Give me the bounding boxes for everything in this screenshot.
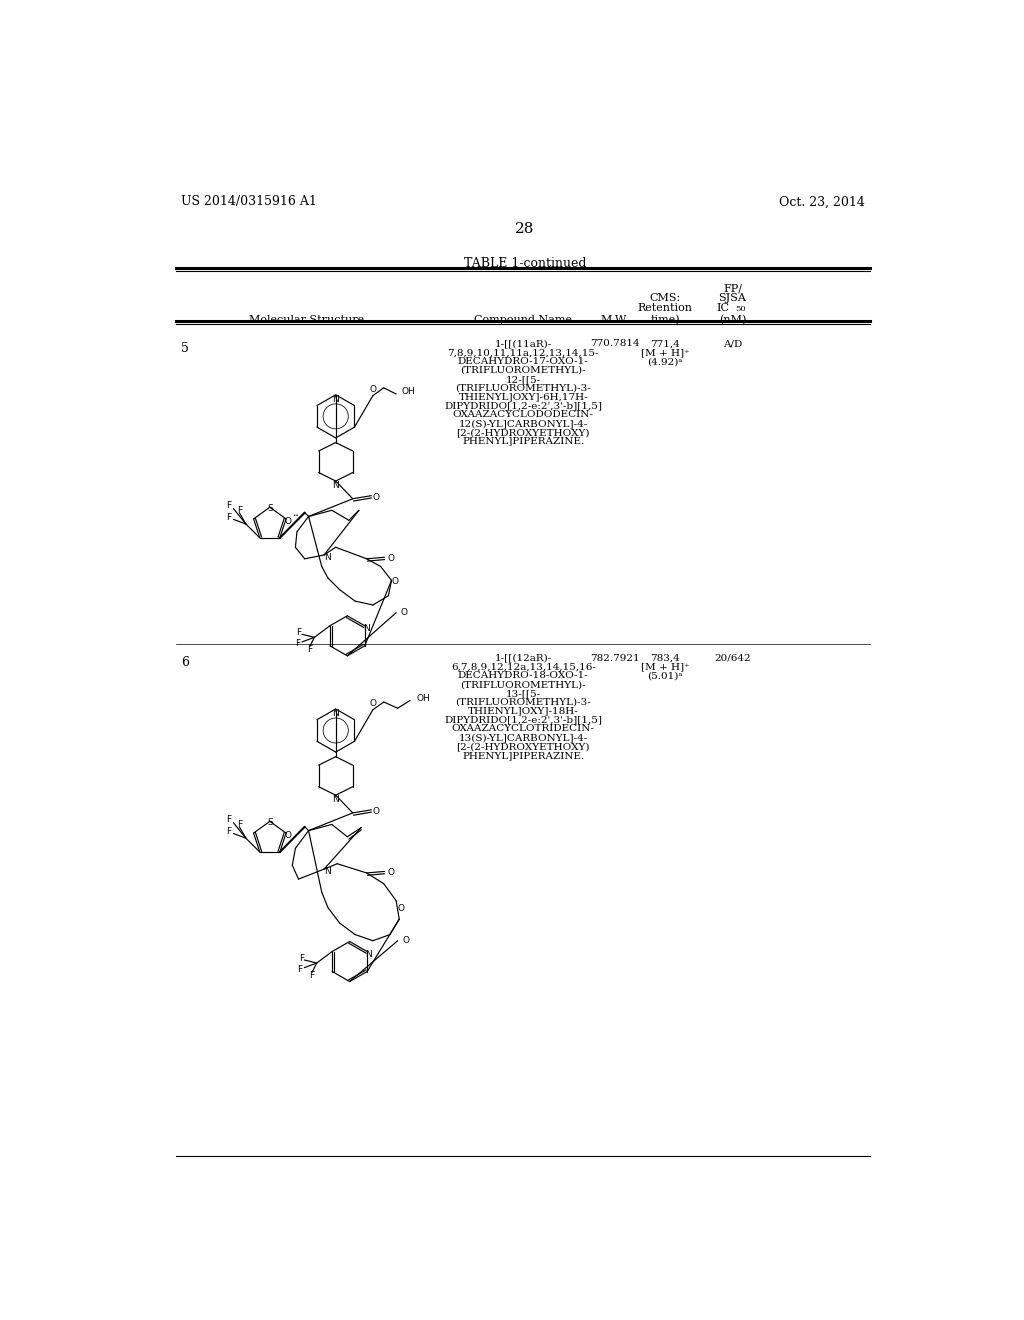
Text: (TRIFLUOROMETHYL)-3-: (TRIFLUOROMETHYL)-3- — [456, 384, 591, 392]
Text: 50: 50 — [735, 305, 746, 313]
Text: O: O — [285, 517, 292, 525]
Text: O: O — [370, 385, 377, 393]
Text: THIENYL]OXY]-6H,17H-: THIENYL]OXY]-6H,17H- — [459, 392, 588, 401]
Text: O: O — [370, 700, 377, 708]
Text: PHENYL]PIPERAZINE.: PHENYL]PIPERAZINE. — [462, 751, 585, 760]
Text: 12-[[5-: 12-[[5- — [506, 375, 541, 384]
Text: US 2014/0315916 A1: US 2014/0315916 A1 — [180, 195, 316, 209]
Text: [2-(2-HYDROXYETHOXY): [2-(2-HYDROXYETHOXY) — [457, 428, 590, 437]
Text: Oct. 23, 2014: Oct. 23, 2014 — [779, 195, 865, 209]
Text: 771,4: 771,4 — [650, 339, 680, 348]
Text: TABLE 1-continued: TABLE 1-continued — [464, 257, 586, 271]
Text: F: F — [307, 645, 312, 655]
Text: (TRIFLUOROMETHYL)-3-: (TRIFLUOROMETHYL)-3- — [456, 698, 591, 706]
Text: FP/: FP/ — [723, 284, 742, 293]
Text: Retention: Retention — [638, 304, 692, 313]
Text: A/D: A/D — [723, 339, 742, 348]
Text: 7,8,9,10,11,11a,12,13,14,15-: 7,8,9,10,11,11a,12,13,14,15- — [447, 348, 599, 358]
Text: 6: 6 — [180, 656, 188, 669]
Text: SJSA: SJSA — [719, 293, 746, 304]
Text: F: F — [226, 513, 231, 523]
Text: N: N — [333, 796, 339, 804]
Text: DIPYDRIDO[1,2-e:2',3'-b][1,5]: DIPYDRIDO[1,2-e:2',3'-b][1,5] — [444, 715, 602, 725]
Text: F: F — [226, 828, 231, 837]
Text: F: F — [299, 954, 304, 962]
Text: PHENYL]PIPERAZINE.: PHENYL]PIPERAZINE. — [462, 437, 585, 446]
Text: DECAHYDRO-18-OXO-1-: DECAHYDRO-18-OXO-1- — [458, 671, 589, 680]
Text: 783,4: 783,4 — [650, 653, 680, 663]
Text: OXAAZACYCLOTRIDECIN-: OXAAZACYCLOTRIDECIN- — [452, 725, 595, 734]
Text: M.W.: M.W. — [601, 314, 629, 325]
Text: O: O — [387, 869, 394, 878]
Text: Compound Name: Compound Name — [474, 314, 572, 325]
Text: N: N — [324, 553, 331, 562]
Text: time): time) — [650, 314, 680, 325]
Text: THIENYL]OXY]-18H-: THIENYL]OXY]-18H- — [468, 706, 579, 715]
Text: S: S — [267, 818, 272, 828]
Text: 1-[[(12aR)-: 1-[[(12aR)- — [495, 653, 552, 663]
Text: O: O — [400, 609, 408, 618]
Text: IC: IC — [717, 304, 729, 313]
Text: N: N — [362, 624, 370, 634]
Text: 5: 5 — [180, 342, 188, 355]
Text: N: N — [333, 482, 339, 490]
Text: N: N — [366, 950, 372, 960]
Text: F: F — [297, 965, 302, 974]
Text: N: N — [324, 867, 331, 876]
Text: [M + H]⁺: [M + H]⁺ — [641, 348, 689, 358]
Text: 28: 28 — [515, 222, 535, 235]
Text: (5.01)ᵃ: (5.01)ᵃ — [647, 672, 683, 681]
Text: DECAHYDRO-17-OXO-1-: DECAHYDRO-17-OXO-1- — [458, 358, 589, 366]
Text: OH: OH — [401, 387, 416, 396]
Text: O: O — [285, 832, 292, 840]
Text: 770.7814: 770.7814 — [590, 339, 640, 348]
Text: O: O — [387, 554, 394, 564]
Text: F: F — [295, 639, 300, 648]
Text: 20/642: 20/642 — [714, 653, 751, 663]
Text: [M + H]⁺: [M + H]⁺ — [641, 663, 689, 672]
Text: F: F — [226, 502, 231, 510]
Text: ••: •• — [292, 513, 299, 519]
Text: F: F — [309, 972, 314, 979]
Text: [2-(2-HYDROXYETHOXY): [2-(2-HYDROXYETHOXY) — [457, 742, 590, 751]
Text: (4.92)ᵃ: (4.92)ᵃ — [647, 358, 683, 367]
Text: 13-[[5-: 13-[[5- — [506, 689, 541, 698]
Text: N: N — [333, 395, 339, 404]
Text: O: O — [397, 904, 404, 913]
Text: (nM): (nM) — [719, 314, 746, 325]
Text: DIPYDRIDO[1,2-e:2',3'-b][1,5]: DIPYDRIDO[1,2-e:2',3'-b][1,5] — [444, 401, 602, 411]
Text: F: F — [226, 816, 231, 824]
Text: F: F — [238, 820, 243, 829]
Text: OH: OH — [417, 694, 430, 702]
Text: N: N — [333, 709, 339, 718]
Text: CMS:: CMS: — [649, 293, 681, 304]
Text: 12(S)-YL]CARBONYL]-4-: 12(S)-YL]CARBONYL]-4- — [459, 418, 588, 428]
Text: 13(S)-YL]CARBONYL]-4-: 13(S)-YL]CARBONYL]-4- — [459, 733, 588, 742]
Text: 1-[[(11aR)-: 1-[[(11aR)- — [495, 339, 552, 348]
Text: 782.7921: 782.7921 — [590, 653, 640, 663]
Text: F: F — [296, 628, 301, 638]
Text: 6,7,8,9,12,12a,13,14,15,16-: 6,7,8,9,12,12a,13,14,15,16- — [451, 663, 596, 672]
Text: (TRIFLUOROMETHYL)-: (TRIFLUOROMETHYL)- — [461, 680, 586, 689]
Text: O: O — [373, 492, 380, 502]
Text: (TRIFLUOROMETHYL)-: (TRIFLUOROMETHYL)- — [461, 366, 586, 375]
Text: O: O — [373, 807, 380, 816]
Text: F: F — [238, 506, 243, 515]
Text: O: O — [391, 577, 398, 586]
Text: Molecular Structure: Molecular Structure — [249, 314, 364, 325]
Text: S: S — [267, 504, 272, 513]
Text: OXAAZACYCLODODECIN-: OXAAZACYCLODODECIN- — [453, 411, 594, 420]
Text: O: O — [402, 936, 410, 945]
